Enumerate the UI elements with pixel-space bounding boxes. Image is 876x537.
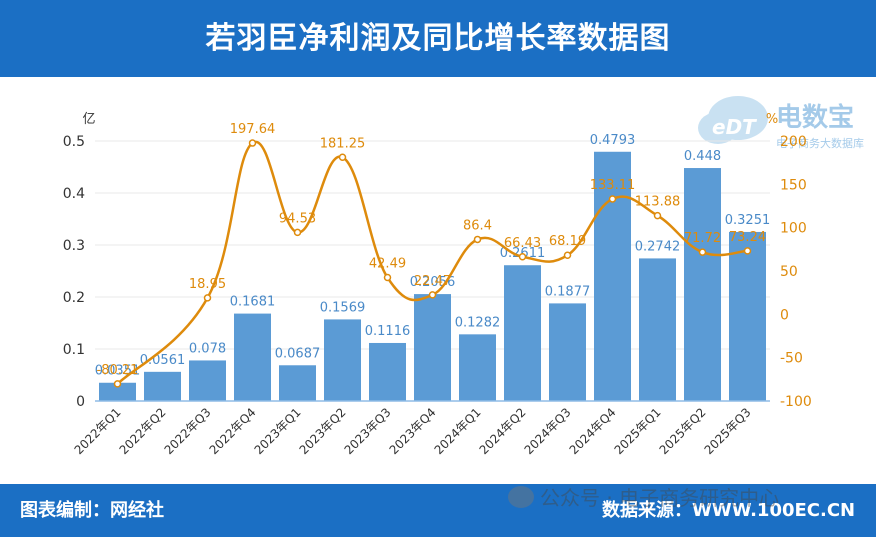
growth-rate-label: 42.49 <box>369 257 406 272</box>
x-tick-label: 2023年Q4 <box>387 405 439 457</box>
x-tick-label: 2024年Q3 <box>522 405 574 457</box>
growth-rate-point <box>203 294 212 302</box>
growth-rate-point <box>113 380 122 388</box>
bar-value-label: 0.078 <box>189 341 226 356</box>
growth-rate-point <box>338 153 347 161</box>
x-tick-label: 2024年Q2 <box>477 405 529 457</box>
growth-rate-point <box>248 139 257 147</box>
bar <box>414 294 451 401</box>
y-left-tick-label: 0.2 <box>63 290 85 306</box>
y-left-tick-label: 0 <box>76 394 85 410</box>
y-right-tick-label: 200 <box>780 134 807 150</box>
bar-value-label: 0.1877 <box>545 284 591 299</box>
growth-rate-point <box>563 251 572 259</box>
growth-rate-point <box>383 273 392 282</box>
logo-watermark: eDT 电数宝 电子商务大数据库 <box>698 96 864 150</box>
bar <box>234 313 271 401</box>
x-tick-label: 2025年Q3 <box>702 405 754 457</box>
watermark-text: 公众号 · 电子商务研究中心 <box>540 486 780 510</box>
x-tick-label: 2025年Q2 <box>657 405 709 457</box>
growth-rate-label: 68.19 <box>549 234 586 249</box>
y-left-tick-label: 0.1 <box>63 342 85 358</box>
growth-rate-label: 18.95 <box>189 277 226 292</box>
bar <box>639 258 676 401</box>
bar-value-label: 0.1569 <box>320 300 366 315</box>
bar <box>549 303 586 401</box>
growth-rate-point <box>743 247 752 255</box>
bar <box>504 265 541 401</box>
growth-rate-label: 113.88 <box>635 195 681 210</box>
growth-rate-label: 22.47 <box>414 274 451 289</box>
y-right-tick-label: -100 <box>780 394 812 410</box>
x-tick-label: 2022年Q4 <box>207 405 259 457</box>
bar-value-label: 0.1681 <box>230 295 276 310</box>
footer-bar: 图表编制：网经社 数据来源：WWW.100EC.CN <box>0 484 876 537</box>
growth-rate-point <box>428 291 437 299</box>
logo-subtext: 电子商务大数据库 <box>776 136 864 150</box>
bar <box>729 231 766 401</box>
growth-rate-label: 66.43 <box>504 236 541 251</box>
growth-rate-label: 71.72 <box>684 231 721 246</box>
bar-value-label: 0.0561 <box>140 353 186 368</box>
bar-value-label: 0.1282 <box>455 315 501 330</box>
growth-rate-label: 197.64 <box>230 122 276 137</box>
x-tick-label: 2022年Q3 <box>162 405 214 457</box>
growth-rate-point <box>293 228 302 237</box>
y-left-tick-label: 0.4 <box>63 186 85 202</box>
y-right-axis-label: % <box>766 112 778 127</box>
growth-rate-label: -80.21 <box>97 363 139 378</box>
growth-rate-label: 133.11 <box>590 178 636 193</box>
y-left-axis-label: 亿 <box>82 112 95 127</box>
growth-rate-point <box>518 253 527 261</box>
bar <box>459 334 496 401</box>
header-bar <box>0 0 876 77</box>
x-tick-label: 2023年Q1 <box>252 405 304 457</box>
bar-value-label: 0.1116 <box>365 324 411 339</box>
x-tick-label: 2024年Q1 <box>432 405 484 457</box>
x-tick-label: 2022年Q1 <box>72 405 124 457</box>
logo-text: 电数宝 <box>776 102 854 133</box>
bar <box>99 382 136 401</box>
growth-rate-point <box>473 235 482 244</box>
y-left-tick-label: 0.3 <box>63 238 85 254</box>
bar-value-label: 0.2742 <box>635 239 681 254</box>
y-right-tick-label: 100 <box>780 221 807 237</box>
svg-text:eDT: eDT <box>712 115 757 139</box>
bar-value-label: 0.3251 <box>725 213 771 228</box>
growth-rate-point <box>653 211 662 220</box>
x-tick-label: 2023年Q3 <box>342 405 394 457</box>
x-tick-label: 2024年Q4 <box>567 405 619 457</box>
bar <box>144 371 181 401</box>
bar-value-label: 0.0687 <box>275 346 321 361</box>
y-right-tick-label: 50 <box>780 264 798 280</box>
bar <box>684 168 721 401</box>
chart-title: 若羽臣净利润及同比增长率数据图 <box>205 21 671 56</box>
y-right-tick-label: 0 <box>780 307 789 323</box>
bar <box>594 151 631 401</box>
footer-source: 数据来源：WWW.100EC.CN <box>602 500 856 521</box>
bar <box>369 342 406 401</box>
x-tick-label: 2025年Q1 <box>612 405 664 457</box>
bar <box>279 365 316 401</box>
y-right-tick-label: 150 <box>780 177 807 193</box>
y-left-tick-label: 0.5 <box>63 134 85 150</box>
growth-rate-point <box>608 195 617 203</box>
bar-value-label: 0.4793 <box>590 133 636 148</box>
growth-rate-point <box>698 248 707 256</box>
bar-value-label: 0.448 <box>684 149 721 164</box>
growth-rate-label: 73.24 <box>729 230 766 245</box>
growth-rate-label: 181.25 <box>320 136 366 151</box>
bar <box>324 319 361 401</box>
growth-rate-label: 94.53 <box>279 211 316 226</box>
footer-author: 图表编制：网经社 <box>20 500 164 521</box>
growth-rate-line <box>116 140 748 385</box>
x-tick-label: 2022年Q2 <box>117 405 169 457</box>
y-right-tick-label: -50 <box>780 351 803 367</box>
growth-rate-label: 86.4 <box>463 218 492 233</box>
bar <box>189 360 226 401</box>
wechat-icon <box>508 486 534 508</box>
x-tick-label: 2023年Q2 <box>297 405 349 457</box>
